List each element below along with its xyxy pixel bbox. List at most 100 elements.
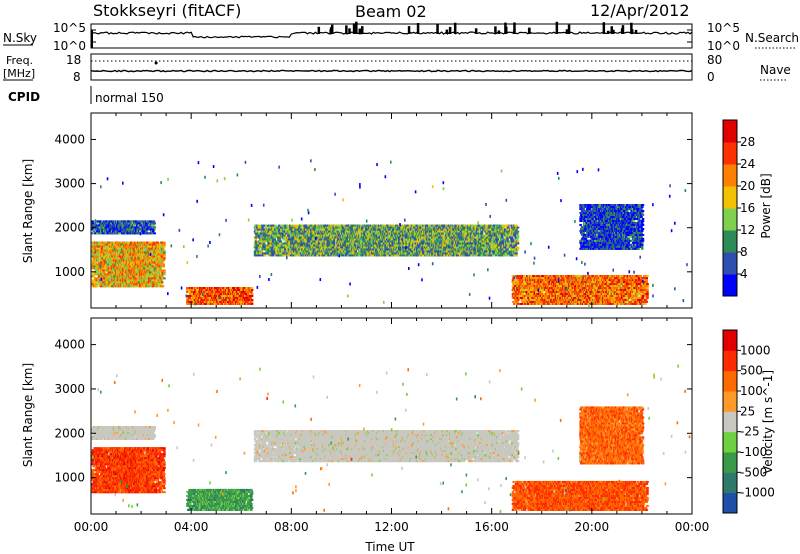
data-cell xyxy=(97,257,100,260)
data-cell xyxy=(153,222,156,225)
data-cell xyxy=(267,230,270,233)
data-cell xyxy=(149,257,153,260)
data-cell xyxy=(94,243,97,246)
data-cell xyxy=(249,296,252,299)
data-cell xyxy=(261,254,264,257)
data-cell xyxy=(312,224,315,227)
data-cell xyxy=(192,293,196,295)
data-cell xyxy=(95,224,99,227)
data-cell xyxy=(144,279,147,282)
data-cell xyxy=(307,224,310,227)
data-cell xyxy=(342,230,346,233)
data-cell xyxy=(257,236,261,239)
data-cell xyxy=(153,241,156,244)
date-title: 12/Apr/2012 xyxy=(590,1,690,20)
data-cell xyxy=(246,291,249,293)
data-cell xyxy=(233,296,237,299)
data-cell xyxy=(92,230,96,233)
data-cell xyxy=(301,234,304,237)
data-cell xyxy=(148,255,152,258)
data-cell xyxy=(100,241,104,244)
data-cell xyxy=(277,240,280,243)
data-cell xyxy=(274,232,277,235)
data-cell xyxy=(256,254,259,257)
data-cell xyxy=(103,277,106,280)
scatter-region xyxy=(186,287,254,305)
data-cell xyxy=(190,291,194,293)
data-cell xyxy=(328,230,331,233)
data-cell xyxy=(114,245,117,248)
data-cell xyxy=(145,275,149,278)
data-cell xyxy=(248,287,252,290)
data-cell xyxy=(301,228,305,231)
data-cell xyxy=(102,283,105,286)
data-cell xyxy=(231,296,234,299)
data-cell xyxy=(219,300,223,303)
data-cell xyxy=(146,277,150,280)
beam-title: Beam 02 xyxy=(355,2,427,21)
data-cell xyxy=(157,257,161,260)
data-cell xyxy=(287,228,291,231)
nsearch-bar xyxy=(352,23,356,34)
data-cell xyxy=(151,251,154,254)
data-cell xyxy=(103,261,107,264)
data-cell xyxy=(111,259,114,262)
data-cell xyxy=(254,236,258,239)
data-cell xyxy=(273,252,276,255)
data-cell xyxy=(105,253,108,256)
data-cell xyxy=(135,253,138,256)
data-cell xyxy=(266,250,270,253)
data-cell xyxy=(103,273,106,276)
data-cell xyxy=(147,251,150,254)
data-cell xyxy=(145,273,148,276)
data-cell xyxy=(94,263,97,266)
data-cell xyxy=(105,243,108,246)
data-cell xyxy=(260,240,264,243)
data-cell xyxy=(289,252,293,255)
data-cell xyxy=(142,224,146,227)
data-cell xyxy=(246,294,249,297)
data-cell xyxy=(152,220,156,223)
data-cell xyxy=(237,298,241,301)
data-cell xyxy=(150,249,153,252)
data-cell xyxy=(197,300,201,303)
data-cell xyxy=(127,259,130,262)
data-cell xyxy=(148,241,152,244)
data-cell xyxy=(157,271,161,274)
data-cell xyxy=(121,245,124,248)
data-cell xyxy=(292,224,295,227)
data-cell xyxy=(112,281,115,284)
data-cell xyxy=(145,255,148,258)
data-cell xyxy=(282,224,285,227)
data-cell xyxy=(193,298,197,301)
data-cell xyxy=(250,300,254,303)
data-cell xyxy=(98,247,102,250)
data-cell xyxy=(307,236,310,239)
data-cell xyxy=(114,243,117,246)
data-cell xyxy=(301,244,304,247)
nave-tick-bottom: 0 xyxy=(707,70,715,84)
data-cell xyxy=(135,259,138,262)
data-cell xyxy=(112,265,116,268)
data-cell xyxy=(236,296,240,299)
data-cell xyxy=(302,226,306,229)
data-cell xyxy=(269,232,273,235)
freq-tick-top: 18 xyxy=(66,53,81,67)
data-cell xyxy=(107,249,111,252)
data-cell xyxy=(141,261,144,264)
data-cell xyxy=(160,253,164,256)
data-cell xyxy=(299,234,303,237)
nsearch-bar xyxy=(317,26,321,34)
data-cell xyxy=(291,248,294,251)
data-cell xyxy=(245,296,249,299)
data-cell xyxy=(282,230,285,233)
data-cell xyxy=(250,289,254,292)
data-cell xyxy=(262,240,265,243)
data-cell xyxy=(159,269,162,272)
data-cell xyxy=(151,279,155,282)
data-cell xyxy=(157,245,160,248)
data-cell xyxy=(269,254,273,257)
data-cell xyxy=(309,224,312,227)
data-cell xyxy=(153,228,156,231)
